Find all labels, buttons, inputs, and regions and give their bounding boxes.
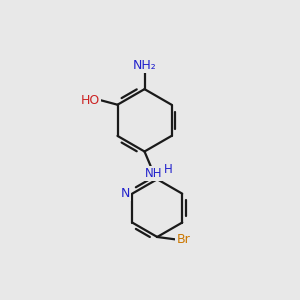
Text: N: N [121, 187, 130, 200]
Text: Br: Br [176, 233, 190, 246]
Text: NH₂: NH₂ [133, 59, 156, 72]
Text: H: H [164, 163, 172, 176]
Text: NH: NH [145, 167, 163, 180]
Text: HO: HO [81, 94, 100, 106]
